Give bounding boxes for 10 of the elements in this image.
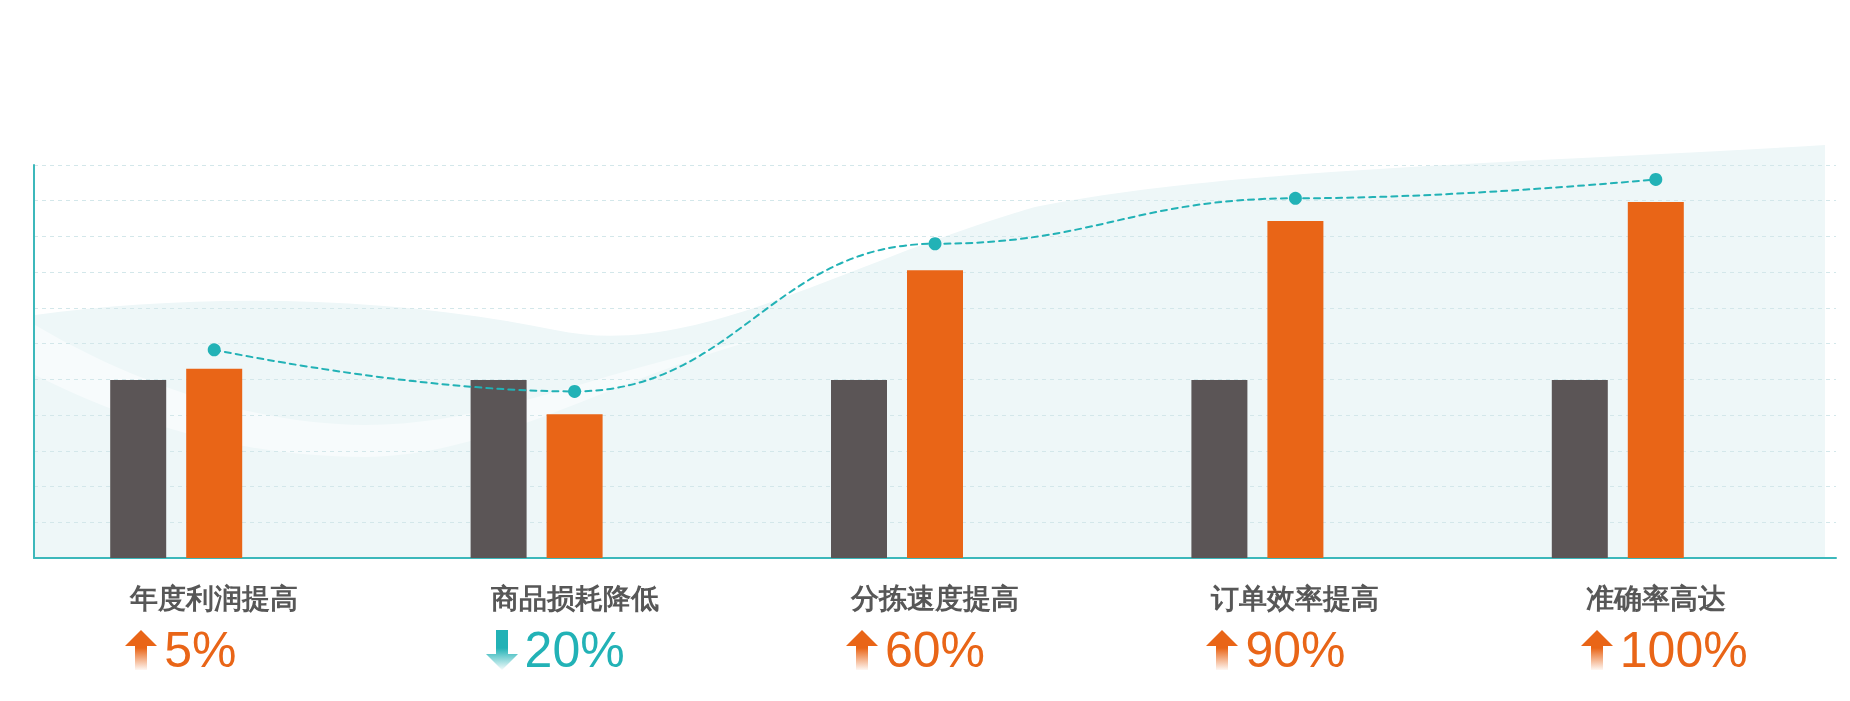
text: 90% [1245,622,1346,678]
x-tick-label: 准确率高达 [1585,582,1726,616]
text: 5% [164,622,237,678]
x-tick-label: 分拣速度提高 [851,582,1019,616]
x-tick-label: 年度利润提高 [130,582,299,616]
text: 100% [1619,622,1748,678]
text: 20% [524,622,625,678]
text: 60% [885,622,986,678]
x-tick-label: 订单效率提高 [1211,582,1380,616]
x-tick-label: 商品损耗降低 [490,582,659,616]
